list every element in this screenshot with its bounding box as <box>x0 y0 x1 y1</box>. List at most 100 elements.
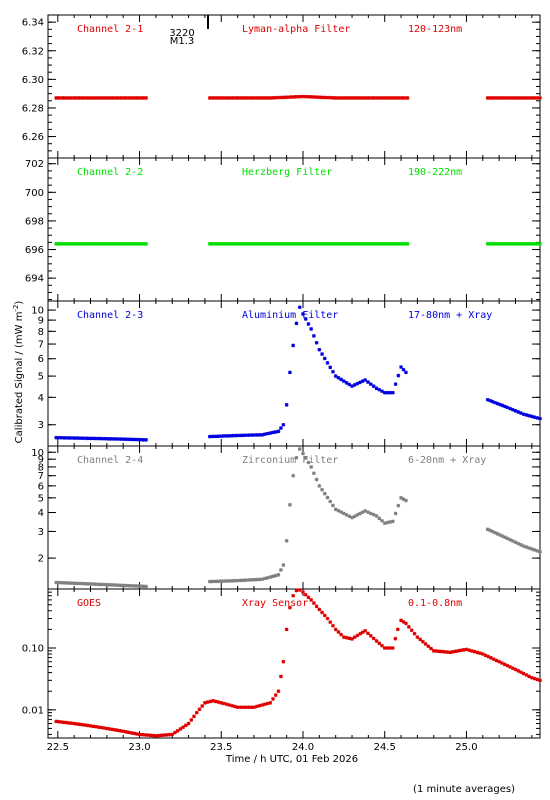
data-point <box>80 436 85 441</box>
data-point <box>118 437 123 441</box>
data-point <box>56 719 61 724</box>
data-point <box>283 95 288 100</box>
data-point <box>293 95 298 99</box>
data-point <box>83 723 87 727</box>
data-point <box>113 437 118 441</box>
data-point <box>480 652 485 656</box>
data-point <box>110 242 114 246</box>
data-point <box>126 96 131 100</box>
data-point <box>91 436 95 441</box>
data-point <box>221 242 225 246</box>
data-point <box>475 650 480 655</box>
data-point <box>358 631 362 636</box>
data-series <box>485 527 542 554</box>
data-point <box>312 334 316 338</box>
data-point <box>369 511 373 516</box>
data-point <box>503 96 507 100</box>
data-point <box>219 700 224 705</box>
data-point <box>268 575 273 579</box>
data-point <box>366 96 371 100</box>
data-point <box>98 436 103 441</box>
data-point <box>303 592 308 597</box>
data-point <box>309 598 313 602</box>
data-point <box>527 674 531 679</box>
data-point <box>88 724 93 728</box>
data-point <box>331 96 335 100</box>
data-point <box>233 433 237 438</box>
data-point <box>405 96 410 100</box>
data-point <box>391 519 395 524</box>
data-point <box>400 242 405 246</box>
y-axis-label-main: Calibrated Signal / (mW m <box>14 312 25 444</box>
data-point <box>83 96 87 100</box>
data-point <box>495 532 500 536</box>
data-point <box>215 579 220 584</box>
data-point <box>328 620 333 624</box>
data-point <box>291 343 295 348</box>
x-tick-label: 24.5 <box>374 742 396 753</box>
data-point <box>121 729 125 734</box>
x-tick-label: 25.0 <box>455 742 477 753</box>
data-point <box>339 632 343 637</box>
data-point <box>388 390 392 395</box>
data-point <box>445 650 450 654</box>
data-point <box>500 661 504 665</box>
data-point <box>519 411 523 415</box>
data-point <box>227 703 232 707</box>
data-point <box>154 733 158 738</box>
data-point <box>284 242 288 246</box>
data-point <box>116 583 120 587</box>
data-point <box>532 96 537 100</box>
data-point <box>342 511 346 516</box>
data-point <box>249 578 254 582</box>
data-point <box>72 721 76 726</box>
data-point <box>230 578 235 583</box>
data-point <box>276 689 281 694</box>
data-point <box>322 356 327 361</box>
data-point <box>472 649 477 654</box>
data-point <box>374 514 379 518</box>
data-point <box>519 543 523 547</box>
data-point <box>72 96 76 100</box>
data-point <box>318 242 322 246</box>
data-point <box>301 94 305 99</box>
data-point <box>535 416 540 420</box>
data-point <box>62 242 66 246</box>
data-point <box>167 732 172 737</box>
data-point <box>527 413 531 418</box>
data-point <box>493 242 498 246</box>
data-point <box>379 96 384 100</box>
data-point <box>288 605 292 610</box>
data-point <box>56 242 61 246</box>
data-point <box>338 96 343 100</box>
data-point <box>84 242 89 246</box>
data-point <box>164 733 169 737</box>
y-axis-label-close: ) <box>14 301 25 305</box>
data-point <box>387 242 392 246</box>
data-point <box>70 581 74 585</box>
data-point <box>208 96 212 100</box>
data-point <box>306 460 311 465</box>
data-point <box>456 649 461 653</box>
data-point <box>385 242 389 246</box>
data-point <box>508 406 512 411</box>
data-point <box>103 582 108 587</box>
data-point <box>356 96 361 100</box>
data-point <box>218 242 223 246</box>
data-point <box>349 242 353 246</box>
data-point <box>362 242 366 246</box>
data-point <box>64 720 69 725</box>
panel-label-1: Channel 2-1 <box>77 24 143 35</box>
panel-2: 694 696 698 700 702 Channel 2-2 Herzberg Filte… <box>25 157 542 302</box>
data-point <box>500 534 505 538</box>
data-series <box>485 242 542 246</box>
data-point <box>397 96 402 100</box>
data-point <box>524 673 529 677</box>
data-point <box>64 581 69 585</box>
data-point <box>395 627 400 632</box>
data-point <box>498 402 502 407</box>
data-point <box>173 730 177 735</box>
data-point <box>108 583 113 587</box>
panel-label-2: Aluminium Filter <box>242 310 338 321</box>
data-point <box>364 96 368 100</box>
